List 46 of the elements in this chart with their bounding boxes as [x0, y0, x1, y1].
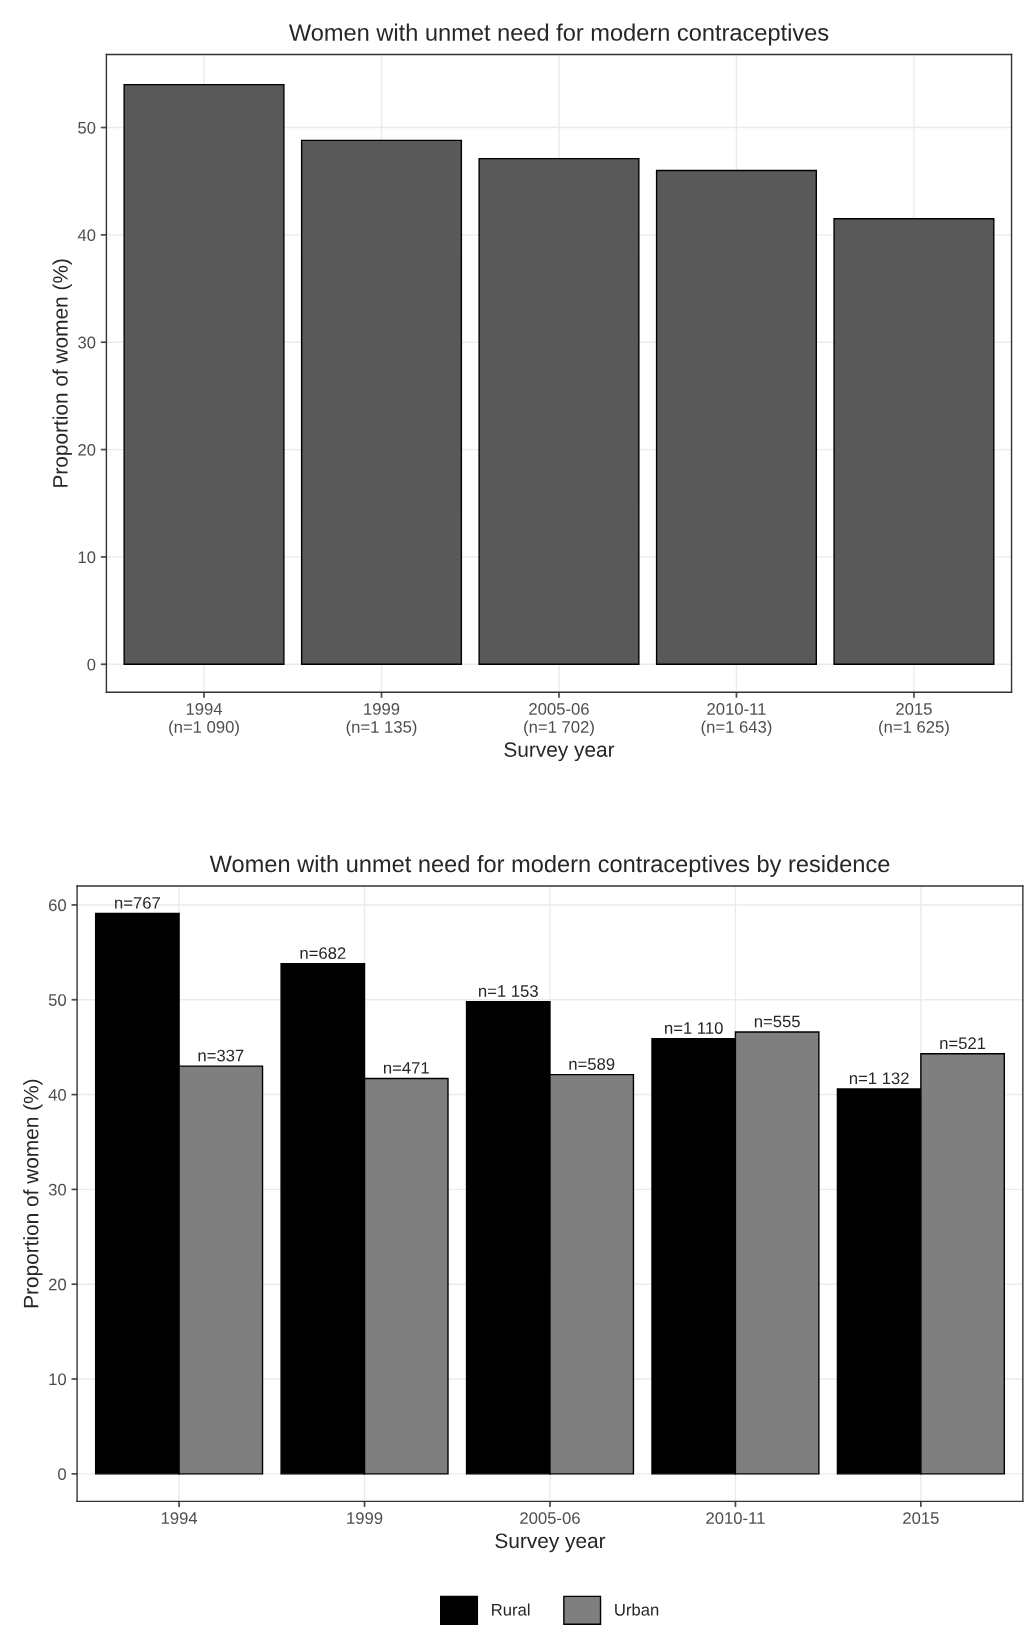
- y-tick-label: 10: [78, 551, 96, 564]
- x-tick-label: 2010-11: [706, 1512, 765, 1524]
- annotation: n=521: [940, 1037, 986, 1050]
- x-tick-label: 2005-06: [520, 1512, 580, 1524]
- y-tick-label: 50: [78, 121, 96, 134]
- annotation: n=589: [569, 1058, 615, 1070]
- x-tick-label: 1999: [347, 1512, 383, 1524]
- x-tick-label: 1994 (n=1 090): [169, 703, 239, 737]
- y-tick-label: 0: [58, 1468, 67, 1481]
- y-axis-title: Proportion of women (%): [23, 1079, 43, 1308]
- x-tick-label: 1999 (n=1 135): [346, 703, 417, 737]
- annotation: n=767: [115, 896, 160, 909]
- annotation: n=555: [754, 1015, 800, 1028]
- annotation: n=1 132: [849, 1072, 909, 1085]
- annotation: n=682: [300, 947, 346, 960]
- y-tick-label: 30: [78, 336, 96, 349]
- chart-title: Women with unmet need for modern contraceptives by residence: [209, 854, 890, 877]
- bar: [833, 218, 995, 665]
- x-tick-label: 2015: [903, 1512, 939, 1524]
- y-tick-label: 40: [77, 229, 96, 242]
- x-axis-title: Survey year: [504, 742, 615, 762]
- legend-label: Urban: [615, 1603, 659, 1616]
- bar: [655, 169, 818, 665]
- x-tick-label: 2010-11 (n=1 643): [701, 703, 772, 737]
- x-tick-label: 1994: [161, 1512, 198, 1524]
- bar: [123, 83, 285, 665]
- chart-title: Women with unmet need for modern contraceptives: [288, 23, 829, 46]
- y-axis-title: Proportion of women (%): [52, 259, 72, 487]
- y-tick-label: 20: [78, 443, 96, 456]
- y-tick-label: 30: [48, 1183, 67, 1196]
- legend-label: Rural: [492, 1603, 530, 1616]
- annotation: n=337: [198, 1049, 244, 1062]
- y-tick-label: 40: [48, 1088, 67, 1101]
- y-tick-label: 50: [48, 994, 67, 1006]
- bar: [478, 157, 640, 665]
- y-tick-label: 10: [49, 1373, 67, 1386]
- annotation: n=1 153: [479, 985, 538, 997]
- bar: [300, 139, 463, 665]
- y-tick-label: 0: [87, 658, 96, 671]
- annotation: n=1 110: [665, 1022, 723, 1034]
- y-tick-label: 20: [48, 1278, 67, 1291]
- x-axis-title: Survey year: [495, 1533, 606, 1553]
- annotation: n=471: [383, 1062, 429, 1074]
- x-tick-label: 2005-06 (n=1 702): [524, 703, 594, 737]
- y-tick-label: 60: [48, 899, 67, 912]
- x-tick-label: 2015 (n=1 625): [879, 703, 949, 737]
